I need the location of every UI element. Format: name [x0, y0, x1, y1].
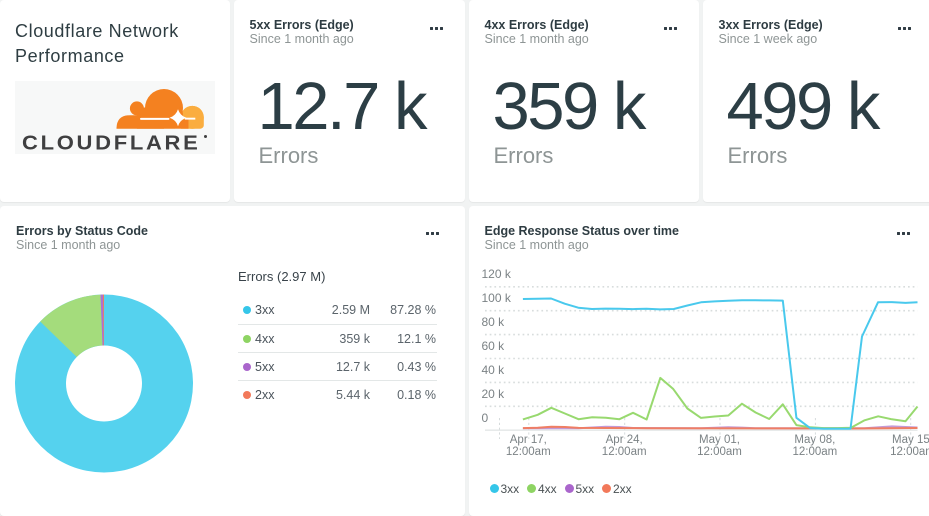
svg-text:CLOUDFLARE: CLOUDFLARE: [22, 132, 201, 155]
